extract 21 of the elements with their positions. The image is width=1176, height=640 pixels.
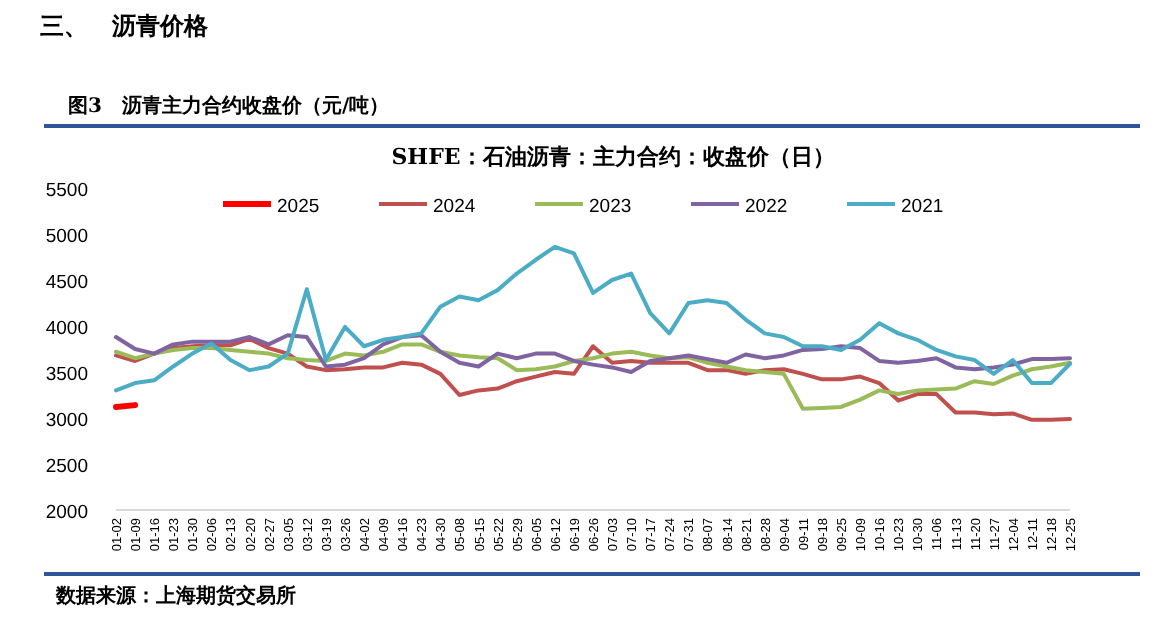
text: 三、 沥青价格 [40,12,210,40]
y-tick-label: 4000 [45,318,88,340]
line-series [114,336,1072,422]
caption: 图3 沥青主力合约收盘价（元/吨） [68,94,390,118]
line-series [114,333,1072,374]
legend-label: 2022 [745,196,788,218]
source-note: 数据来源：上海期货交易所 [54,584,296,608]
legend-label: 2023 [589,196,632,218]
y-tick-label: 3500 [45,364,88,386]
line-series [114,342,1072,411]
legend-label: 2024 [433,196,476,218]
legend-label: 2025 [277,196,320,218]
y-tick-label: 5500 [45,180,88,202]
y-tick-label: 3000 [45,410,88,432]
y-tick-label: 2500 [45,456,88,478]
y-tick-label: 4500 [45,272,88,294]
y-tick-label: 2000 [45,502,88,524]
line-series [114,244,1072,393]
legend-label: 2021 [901,196,944,218]
y-tick-label: 5000 [45,226,88,248]
chart-title: SHFE：石油沥青：主力合约：收盘价（日） [391,144,835,170]
